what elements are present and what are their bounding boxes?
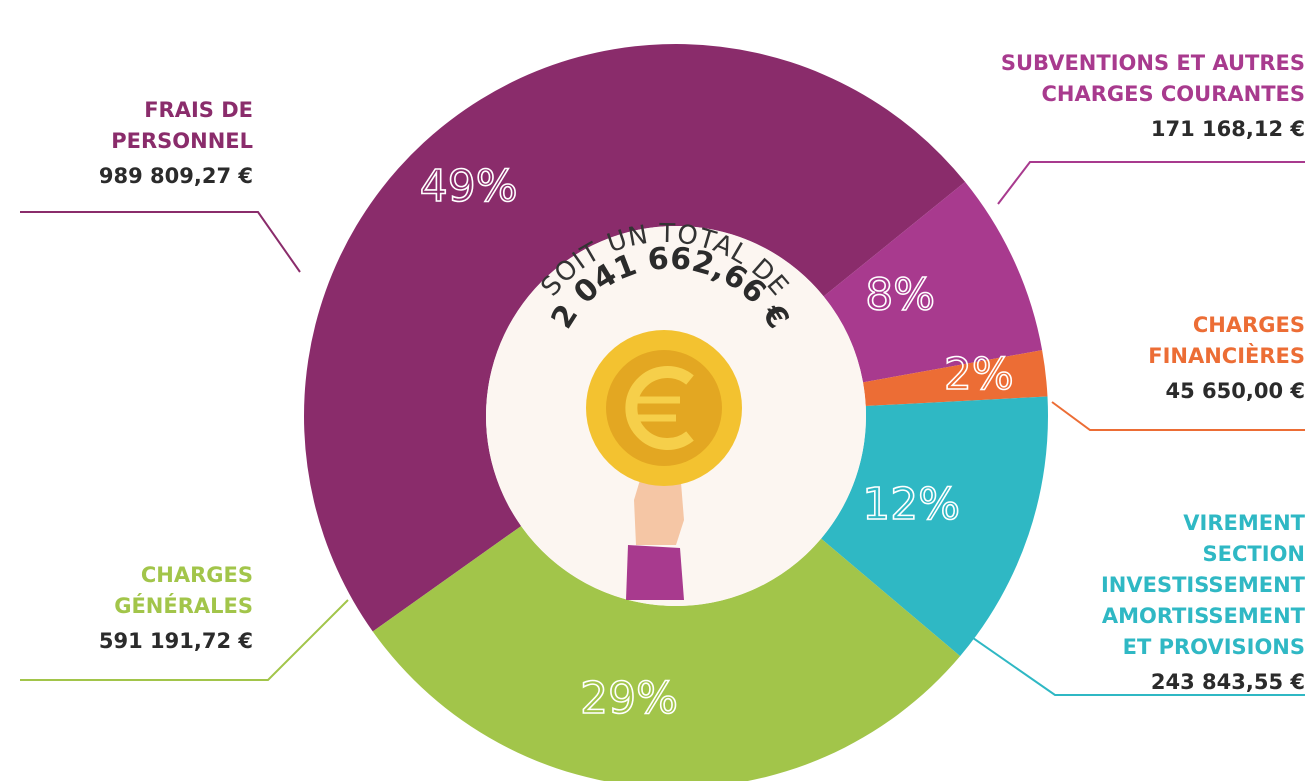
- leader-line: [1051, 401, 1305, 431]
- category-amount: 171 168,12 €: [1150, 117, 1305, 141]
- category-label: FRAIS DE PERSONNEL 989 809,27 €: [99, 95, 253, 192]
- category-name: FRAIS DE PERSONNEL: [111, 98, 253, 153]
- leader-line: [20, 211, 301, 273]
- percent-label: 2%: [944, 349, 1014, 400]
- category-amount: 45 650,00 €: [1165, 379, 1306, 403]
- percent-label: 49%: [420, 161, 518, 212]
- leader-lines: [20, 161, 1305, 696]
- category-name: CHARGES FINANCIÈRES: [1148, 313, 1305, 368]
- category-name: SUBVENTIONS ET AUTRES CHARGES COURANTES: [1000, 51, 1305, 106]
- slice: [862, 350, 1048, 407]
- percent-label: 12%: [862, 479, 960, 530]
- coin-inner: [606, 350, 722, 466]
- slice: [821, 396, 1049, 657]
- category-label: VIREMENT SECTION INVESTISSEMENT AMORTISS…: [1101, 508, 1305, 698]
- leader-line: [949, 621, 1305, 696]
- category-amount: 591 191,72 €: [98, 629, 253, 653]
- percent-label: 8%: [865, 269, 935, 320]
- leader-line: [20, 599, 349, 681]
- sleeve: [626, 545, 684, 600]
- category-label: CHARGES FINANCIÈRES 45 650,00 €: [1148, 310, 1305, 407]
- category-name: VIREMENT SECTION INVESTISSEMENT AMORTISS…: [1100, 511, 1305, 659]
- slices: [303, 43, 1049, 781]
- slice: [303, 43, 966, 632]
- category-label: CHARGES GÉNÉRALES 591 191,72 €: [99, 560, 253, 657]
- slice: [372, 526, 961, 781]
- category-amount: 989 809,27 €: [98, 164, 253, 188]
- category-label: SUBVENTIONS ET AUTRES CHARGES COURANTES 1…: [1001, 48, 1305, 145]
- category-amount: 243 843,55 €: [1150, 670, 1305, 694]
- slice: [823, 181, 1043, 383]
- hand: [634, 470, 684, 545]
- euro-symbol: [625, 366, 694, 450]
- percent-label: 29%: [580, 673, 678, 724]
- category-name: CHARGES GÉNÉRALES: [114, 563, 253, 618]
- coin-illustration: [586, 330, 742, 600]
- leader-line: [997, 161, 1305, 205]
